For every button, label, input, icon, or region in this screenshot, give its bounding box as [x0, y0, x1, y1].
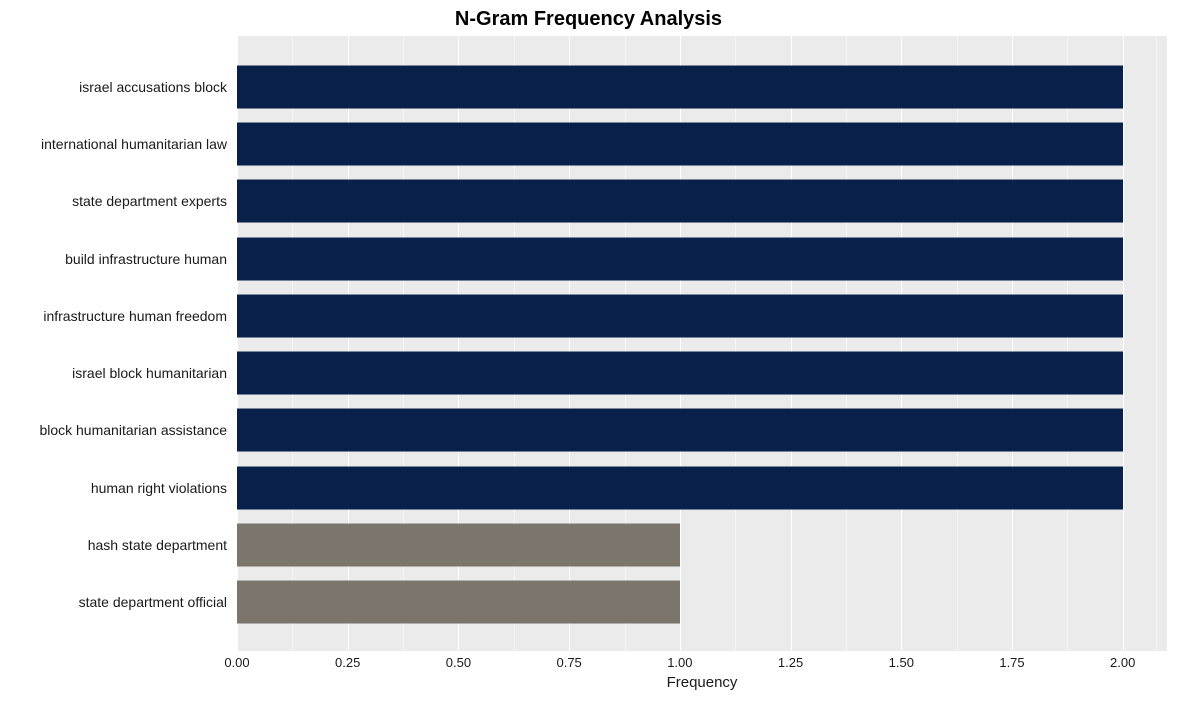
- y-axis-label: state department official: [79, 594, 227, 610]
- y-axis-label: state department experts: [72, 193, 227, 209]
- x-tick-label: 0.25: [335, 655, 360, 670]
- bar: [237, 122, 1123, 165]
- bar: [237, 524, 680, 567]
- ngram-frequency-chart: N-Gram Frequency Analysis israel accusat…: [0, 0, 1177, 701]
- x-tick-label: 0.75: [556, 655, 581, 670]
- bar: [237, 466, 1123, 509]
- chart-title: N-Gram Frequency Analysis: [0, 8, 1177, 31]
- x-tick-label: 1.50: [889, 655, 914, 670]
- y-axis-label: human right violations: [91, 480, 227, 496]
- bar: [237, 65, 1123, 108]
- x-tick-label: 0.00: [224, 655, 249, 670]
- bar: [237, 409, 1123, 452]
- y-axis-label: international humanitarian law: [41, 136, 227, 152]
- bar: [237, 352, 1123, 395]
- plot-panel: [237, 36, 1167, 651]
- x-tick-label: 1.25: [778, 655, 803, 670]
- x-axis-title: Frequency: [237, 674, 1167, 691]
- y-axis-label: israel block humanitarian: [72, 365, 227, 381]
- y-axis-label: israel accusations block: [79, 79, 227, 95]
- bar: [237, 294, 1123, 337]
- x-tick-label: 0.50: [446, 655, 471, 670]
- y-axis-label: build infrastructure human: [65, 251, 227, 267]
- grid-minor: [1156, 36, 1157, 651]
- bar: [237, 581, 680, 624]
- x-tick-label: 1.75: [999, 655, 1024, 670]
- y-axis-label: block humanitarian assistance: [39, 422, 227, 438]
- x-tick-label: 1.00: [667, 655, 692, 670]
- y-axis-label: hash state department: [88, 537, 227, 553]
- x-tick-label: 2.00: [1110, 655, 1135, 670]
- grid-major: [1123, 36, 1124, 651]
- y-axis-label: infrastructure human freedom: [43, 308, 227, 324]
- bar: [237, 237, 1123, 280]
- bar: [237, 180, 1123, 223]
